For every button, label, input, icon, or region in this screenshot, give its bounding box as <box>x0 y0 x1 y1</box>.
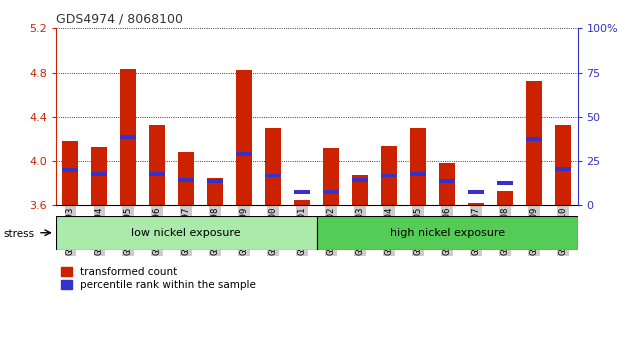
Bar <box>526 137 542 141</box>
Text: high nickel exposure: high nickel exposure <box>389 228 505 238</box>
Bar <box>410 172 426 176</box>
Bar <box>120 135 136 139</box>
Bar <box>91 172 107 176</box>
Bar <box>62 141 78 205</box>
Bar <box>497 181 513 185</box>
Bar <box>323 190 339 194</box>
Bar <box>207 179 223 183</box>
Text: stress: stress <box>3 229 34 239</box>
Bar <box>62 168 78 172</box>
Bar <box>555 167 571 171</box>
Bar <box>178 152 194 205</box>
Text: low nickel exposure: low nickel exposure <box>132 228 241 238</box>
Bar <box>120 69 136 205</box>
Bar <box>352 176 368 205</box>
Bar <box>91 147 107 205</box>
Bar <box>178 178 194 182</box>
Bar <box>468 190 484 194</box>
Text: GDS4974 / 8068100: GDS4974 / 8068100 <box>56 13 183 26</box>
Bar <box>207 178 223 205</box>
Bar <box>265 173 281 177</box>
Bar <box>497 191 513 205</box>
Bar <box>236 153 252 156</box>
Bar <box>439 163 455 205</box>
Bar <box>323 148 339 205</box>
Bar <box>56 216 317 250</box>
Bar <box>468 203 484 205</box>
Bar <box>149 125 165 205</box>
Bar <box>352 178 368 182</box>
Legend: transformed count, percentile rank within the sample: transformed count, percentile rank withi… <box>61 267 256 290</box>
Bar <box>526 81 542 205</box>
Bar <box>236 70 252 205</box>
Bar <box>294 200 310 205</box>
Bar <box>294 190 310 194</box>
Bar <box>381 173 397 177</box>
Bar <box>317 216 578 250</box>
Bar <box>555 125 571 205</box>
Bar <box>265 128 281 205</box>
Bar <box>439 179 455 183</box>
Bar <box>381 145 397 205</box>
Bar <box>410 128 426 205</box>
Bar <box>149 172 165 176</box>
